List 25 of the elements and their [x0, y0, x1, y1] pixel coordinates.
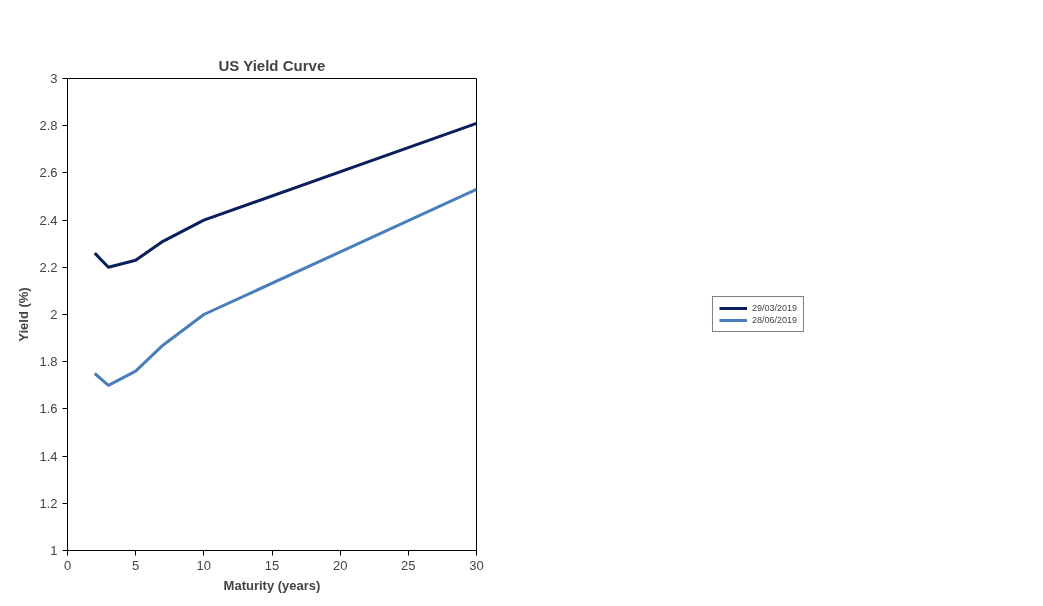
x-tick-label: 25 — [401, 557, 416, 573]
y-tick-label: 2 — [50, 307, 58, 322]
y-tick-label: 1.4 — [39, 448, 58, 464]
x-tick-label: 5 — [132, 557, 140, 573]
x-axis-title: Maturity (years) — [223, 577, 321, 593]
x-tick-label: 10 — [196, 557, 212, 573]
x-tick-label: 0 — [63, 557, 72, 573]
x-tick-label: 15 — [264, 557, 280, 573]
legend-label: 28/06/2019 — [751, 315, 798, 325]
y-tick-label: 1.6 — [39, 401, 58, 417]
y-tick-label: 2.8 — [39, 118, 58, 134]
y-tick-label: 3 — [50, 71, 58, 86]
y-tick-label: 2.2 — [39, 259, 58, 275]
y-axis-title: Yield (%) — [16, 287, 32, 342]
line-series — [93, 121, 477, 269]
line-series — [93, 187, 477, 387]
x-tick-label: 30 — [469, 557, 484, 573]
y-tick-label: 2.6 — [39, 165, 58, 181]
legend-label: 29/03/2019 — [751, 303, 798, 313]
y-tick-label: 2.4 — [39, 212, 58, 228]
x-tick-label: 20 — [332, 557, 348, 573]
chart-title: US Yield Curve — [218, 56, 326, 74]
y-tick-label: 1.2 — [39, 495, 58, 511]
y-tick-label: 1.8 — [39, 354, 58, 370]
y-tick-label: 1 — [50, 543, 58, 558]
